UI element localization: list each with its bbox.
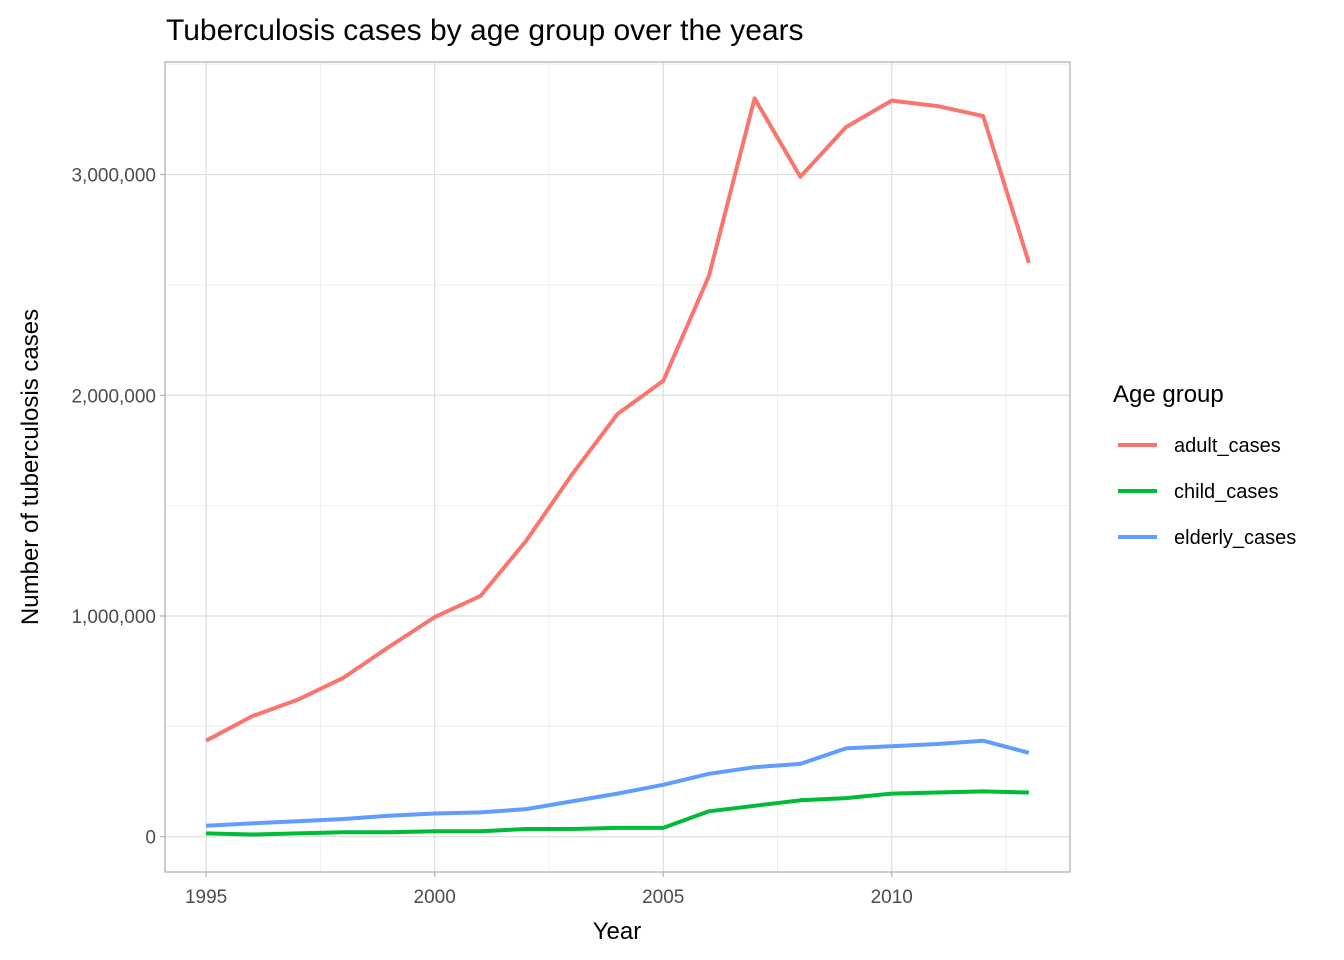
legend-label-elderly-cases: elderly_cases bbox=[1174, 527, 1296, 549]
y-axis-title: Number of tuberculosis cases bbox=[17, 309, 44, 625]
x-axis-title: Year bbox=[593, 918, 642, 945]
y-tick-label: 0 bbox=[145, 828, 156, 849]
y-tick-label: 2,000,000 bbox=[71, 386, 156, 407]
grid bbox=[165, 62, 1070, 872]
legend-label-child-cases: child_cases bbox=[1174, 481, 1279, 503]
series-line-child-cases bbox=[206, 789, 1029, 837]
y-tick-label: 1,000,000 bbox=[71, 607, 156, 628]
plot-area bbox=[164, 61, 1071, 873]
series-line-adult-cases bbox=[205, 96, 1031, 743]
x-tick-label: 2000 bbox=[414, 887, 456, 908]
legend-items: adult_cases child_cases elderly_cases bbox=[1118, 435, 1296, 549]
legend-title: Age group bbox=[1113, 381, 1224, 408]
x-tick-label: 2005 bbox=[642, 887, 684, 908]
chart-title: Tuberculosis cases by age group over the… bbox=[166, 14, 804, 47]
y-axis: 0 1,000,000 2,000,000 3,000,000 bbox=[71, 166, 165, 849]
y-tick-label: 3,000,000 bbox=[71, 166, 156, 187]
legend: Age group adult_cases child_cases elderly_… bbox=[1113, 381, 1296, 549]
series-lines bbox=[205, 96, 1031, 837]
legend-label-adult-cases: adult_cases bbox=[1174, 435, 1281, 457]
x-tick-label: 2010 bbox=[871, 887, 913, 908]
series-line-elderly-cases bbox=[205, 738, 1030, 828]
x-axis: 1995 2000 2005 2010 bbox=[185, 872, 913, 908]
x-tick-label: 1995 bbox=[185, 887, 227, 908]
plot-border bbox=[164, 61, 1071, 873]
